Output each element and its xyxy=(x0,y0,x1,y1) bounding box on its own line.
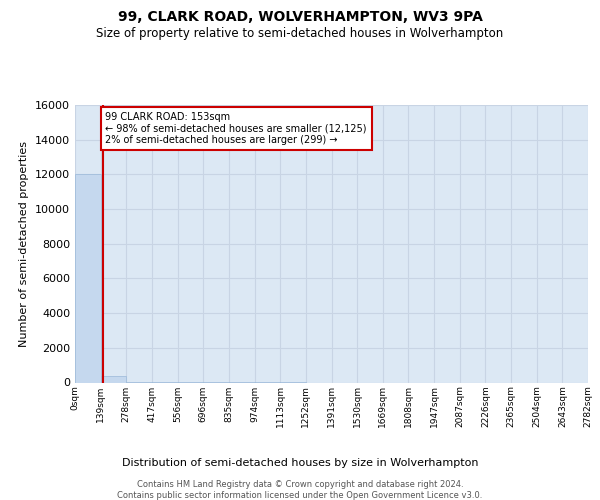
Bar xyxy=(101,376,126,382)
Text: Distribution of semi-detached houses by size in Wolverhampton: Distribution of semi-detached houses by … xyxy=(122,458,478,468)
Text: Contains HM Land Registry data © Crown copyright and database right 2024.: Contains HM Land Registry data © Crown c… xyxy=(137,480,463,489)
Y-axis label: Number of semi-detached properties: Number of semi-detached properties xyxy=(19,141,29,347)
Text: Size of property relative to semi-detached houses in Wolverhampton: Size of property relative to semi-detach… xyxy=(97,28,503,40)
Text: Contains public sector information licensed under the Open Government Licence v3: Contains public sector information licen… xyxy=(118,491,482,500)
Bar xyxy=(75,174,101,382)
Text: 99, CLARK ROAD, WOLVERHAMPTON, WV3 9PA: 99, CLARK ROAD, WOLVERHAMPTON, WV3 9PA xyxy=(118,10,482,24)
Text: 99 CLARK ROAD: 153sqm
← 98% of semi-detached houses are smaller (12,125)
2% of s: 99 CLARK ROAD: 153sqm ← 98% of semi-deta… xyxy=(106,112,367,145)
